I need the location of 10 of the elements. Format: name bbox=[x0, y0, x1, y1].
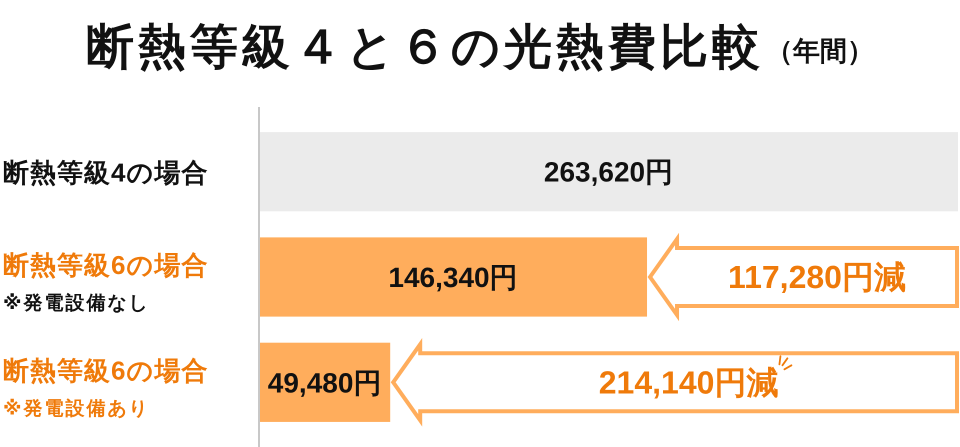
data-label: 146,340円 bbox=[388, 262, 518, 293]
chart-subtitle: （年間） bbox=[766, 36, 874, 66]
y-tick-label: 断熱等級6の場合 ※発電設備あり bbox=[3, 355, 208, 420]
chart-title: 断熱等級４と６の光熱費比較 bbox=[86, 21, 764, 74]
data-label: 49,480円 bbox=[268, 367, 382, 398]
annotation: 117,280円減 bbox=[728, 259, 906, 295]
y-tick-label: 断熱等級6の場合 ※発電設備なし bbox=[3, 250, 208, 314]
annotation: 214,140円減 bbox=[598, 364, 778, 400]
y-tick-label: 断熱等級4の場合 bbox=[3, 158, 208, 188]
data-label: 263,620円 bbox=[544, 156, 674, 188]
